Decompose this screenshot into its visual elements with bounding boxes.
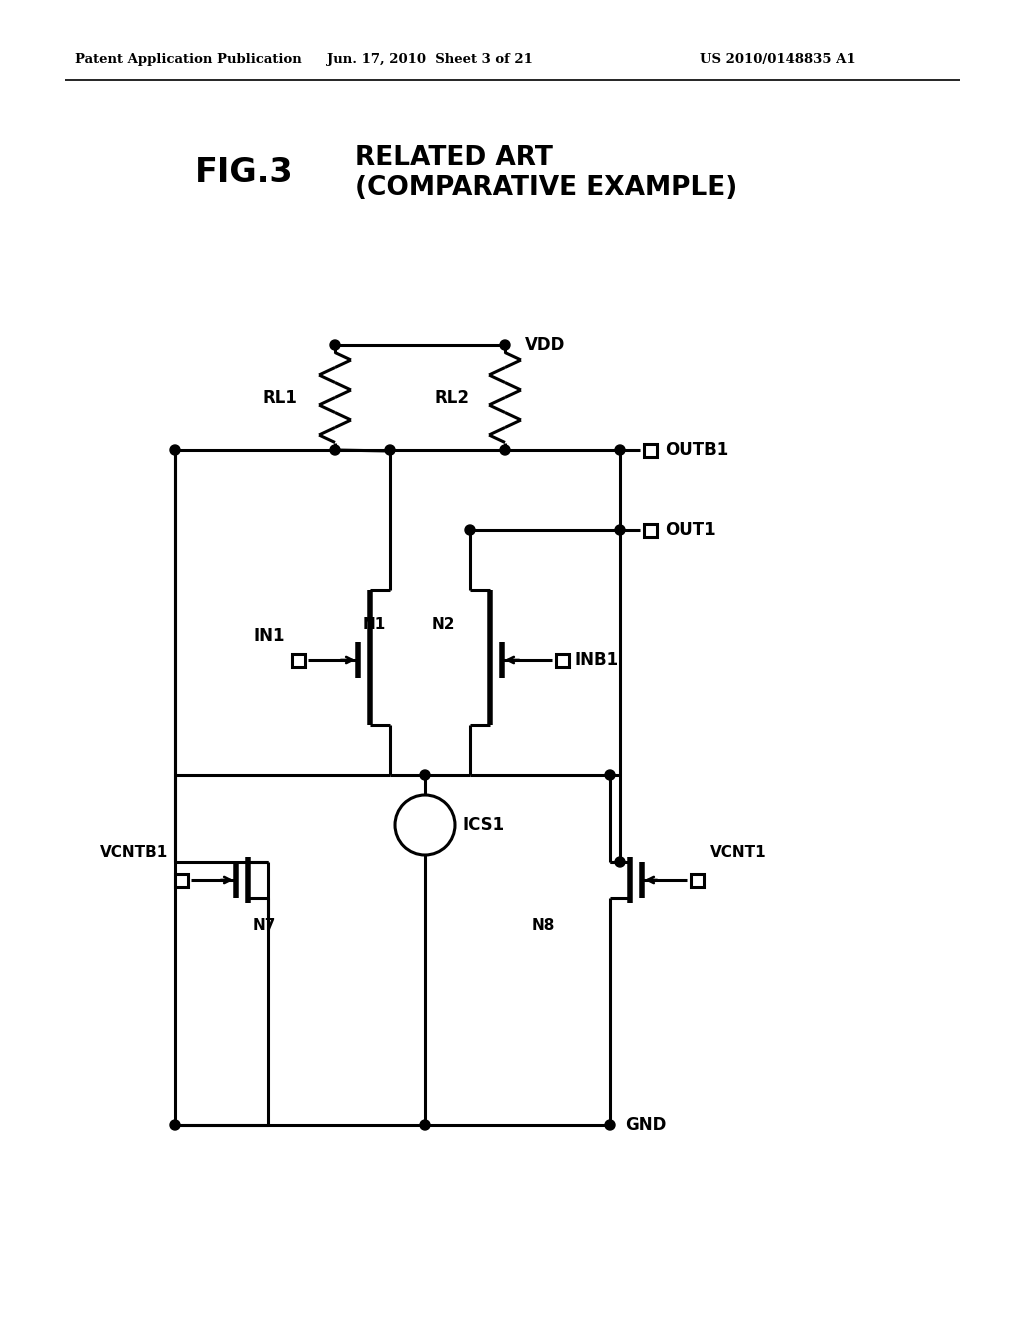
- Bar: [174, 874, 187, 887]
- Circle shape: [615, 525, 625, 535]
- Circle shape: [465, 525, 475, 535]
- Text: N1: N1: [362, 616, 386, 632]
- Bar: [643, 524, 656, 536]
- Text: RL1: RL1: [262, 389, 297, 407]
- Text: N2: N2: [432, 616, 456, 632]
- Text: Jun. 17, 2010  Sheet 3 of 21: Jun. 17, 2010 Sheet 3 of 21: [327, 54, 532, 66]
- Circle shape: [330, 445, 340, 455]
- Bar: [292, 653, 304, 667]
- Circle shape: [170, 1119, 180, 1130]
- Circle shape: [605, 1119, 615, 1130]
- Circle shape: [420, 770, 430, 780]
- Text: VDD: VDD: [525, 337, 565, 354]
- Text: GND: GND: [625, 1115, 667, 1134]
- Circle shape: [615, 857, 625, 867]
- Circle shape: [385, 445, 395, 455]
- Text: INB1: INB1: [575, 651, 620, 669]
- Circle shape: [615, 445, 625, 455]
- Text: RELATED ART: RELATED ART: [355, 145, 553, 172]
- Text: RL2: RL2: [435, 389, 470, 407]
- Text: OUTB1: OUTB1: [665, 441, 728, 459]
- Text: FIG.3: FIG.3: [195, 156, 294, 189]
- Bar: [555, 653, 568, 667]
- Text: Patent Application Publication: Patent Application Publication: [75, 54, 302, 66]
- Text: VCNTB1: VCNTB1: [99, 845, 168, 861]
- Text: VCNT1: VCNT1: [710, 845, 767, 861]
- Text: N8: N8: [531, 917, 555, 933]
- Circle shape: [605, 770, 615, 780]
- Text: ICS1: ICS1: [463, 816, 505, 834]
- Circle shape: [500, 445, 510, 455]
- Circle shape: [330, 341, 340, 350]
- Text: N7: N7: [253, 917, 276, 933]
- Text: (COMPARATIVE EXAMPLE): (COMPARATIVE EXAMPLE): [355, 176, 737, 201]
- Text: US 2010/0148835 A1: US 2010/0148835 A1: [700, 54, 856, 66]
- Circle shape: [170, 445, 180, 455]
- Text: OUT1: OUT1: [665, 521, 716, 539]
- Circle shape: [395, 795, 455, 855]
- Circle shape: [500, 341, 510, 350]
- Text: IN1: IN1: [254, 627, 285, 645]
- Bar: [643, 444, 656, 457]
- Bar: [690, 874, 703, 887]
- Circle shape: [420, 1119, 430, 1130]
